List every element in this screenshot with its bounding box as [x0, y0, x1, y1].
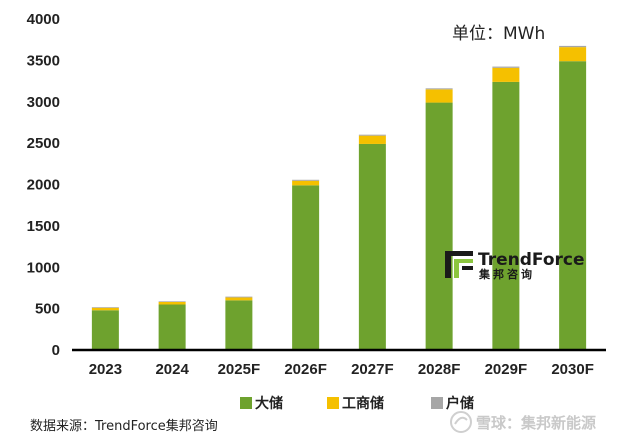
bar-2026F-series-2: [292, 179, 320, 181]
bar-2029F-series-0: [492, 81, 520, 350]
bar-group: [91, 45, 587, 350]
x-tick-label-2028F: 2028F: [418, 361, 461, 378]
bar-2026F-series-1: [292, 180, 320, 186]
y-tick-label-500: 500: [35, 301, 60, 318]
y-tick-label-2000: 2000: [27, 177, 60, 194]
trendforce-mark-icon: [445, 251, 473, 278]
bar-2030F-series-2: [559, 45, 587, 48]
bar-2029F-series-2: [492, 66, 520, 68]
legend-swatch-1: [327, 397, 339, 409]
x-tick-label-2029F: 2029F: [485, 361, 528, 378]
bar-2023-series-1: [91, 307, 119, 311]
y-tick-label-4000: 4000: [27, 11, 60, 28]
bar-2024-series-2: [158, 301, 186, 303]
x-tick-label-2023: 2023: [89, 361, 122, 378]
y-tick-label-3500: 3500: [27, 52, 60, 69]
logo-subtitle: 集邦咨询: [478, 267, 535, 281]
bar-2025F-series-0: [225, 300, 253, 350]
bar-2025F-series-2: [225, 296, 253, 298]
bar-2030F-series-1: [559, 47, 587, 62]
y-axis-tick-labels: 0 500 1000 1500 2000 2500 3000 3500 4000: [27, 11, 60, 359]
legend-label-1: 工商储: [342, 395, 384, 412]
bar-2028F-series-2: [425, 88, 453, 90]
bar-2027F-series-1: [358, 135, 386, 144]
legend-swatch-2: [431, 397, 443, 409]
x-tick-label-2024: 2024: [155, 361, 189, 378]
watermark-text: 雪球：集邦新能源: [476, 414, 596, 432]
unit-label: 单位：MWh: [452, 24, 545, 44]
y-tick-label-0: 0: [52, 342, 60, 359]
legend-label-2: 户储: [446, 395, 474, 412]
x-tick-label-2026F: 2026F: [284, 361, 327, 378]
bar-2024-series-0: [158, 304, 186, 350]
legend-label-0: 大储: [255, 395, 283, 412]
bar-2030F-series-0: [559, 61, 587, 350]
x-tick-label-2027F: 2027F: [351, 361, 394, 378]
y-tick-label-2500: 2500: [27, 135, 60, 152]
bar-2027F-series-0: [358, 143, 386, 350]
y-tick-label-1000: 1000: [27, 259, 60, 276]
logo-name: TrendForce: [478, 250, 585, 270]
source-note: 数据来源：TrendForce集邦咨询: [30, 418, 218, 434]
x-tick-label-2025F: 2025F: [218, 361, 261, 378]
legend: 大储 工商储 户储: [240, 395, 474, 412]
x-axis-tick-labels: 2023 2024 2025F 2026F 2027F 2028F 2029F 2030F: [89, 361, 594, 378]
bar-2024-series-1: [158, 302, 186, 305]
bar-2029F-series-1: [492, 67, 520, 82]
watermark: 雪球：集邦新能源: [450, 411, 596, 433]
y-tick-label-1500: 1500: [27, 218, 60, 235]
bar-2028F-series-1: [425, 89, 453, 103]
bar-2025F-series-1: [225, 297, 253, 301]
snowball-icon: [450, 411, 472, 433]
y-tick-label-3000: 3000: [27, 94, 60, 111]
bar-2023-series-2: [91, 307, 119, 308]
bar-2023-series-0: [91, 310, 119, 350]
bar-2027F-series-2: [358, 134, 386, 136]
x-tick-label-2030F: 2030F: [551, 361, 594, 378]
legend-swatch-0: [240, 397, 252, 409]
bar-2028F-series-0: [425, 102, 453, 350]
trendforce-logo: TrendForce 集邦咨询: [445, 250, 585, 281]
bar-2026F-series-0: [292, 185, 320, 350]
